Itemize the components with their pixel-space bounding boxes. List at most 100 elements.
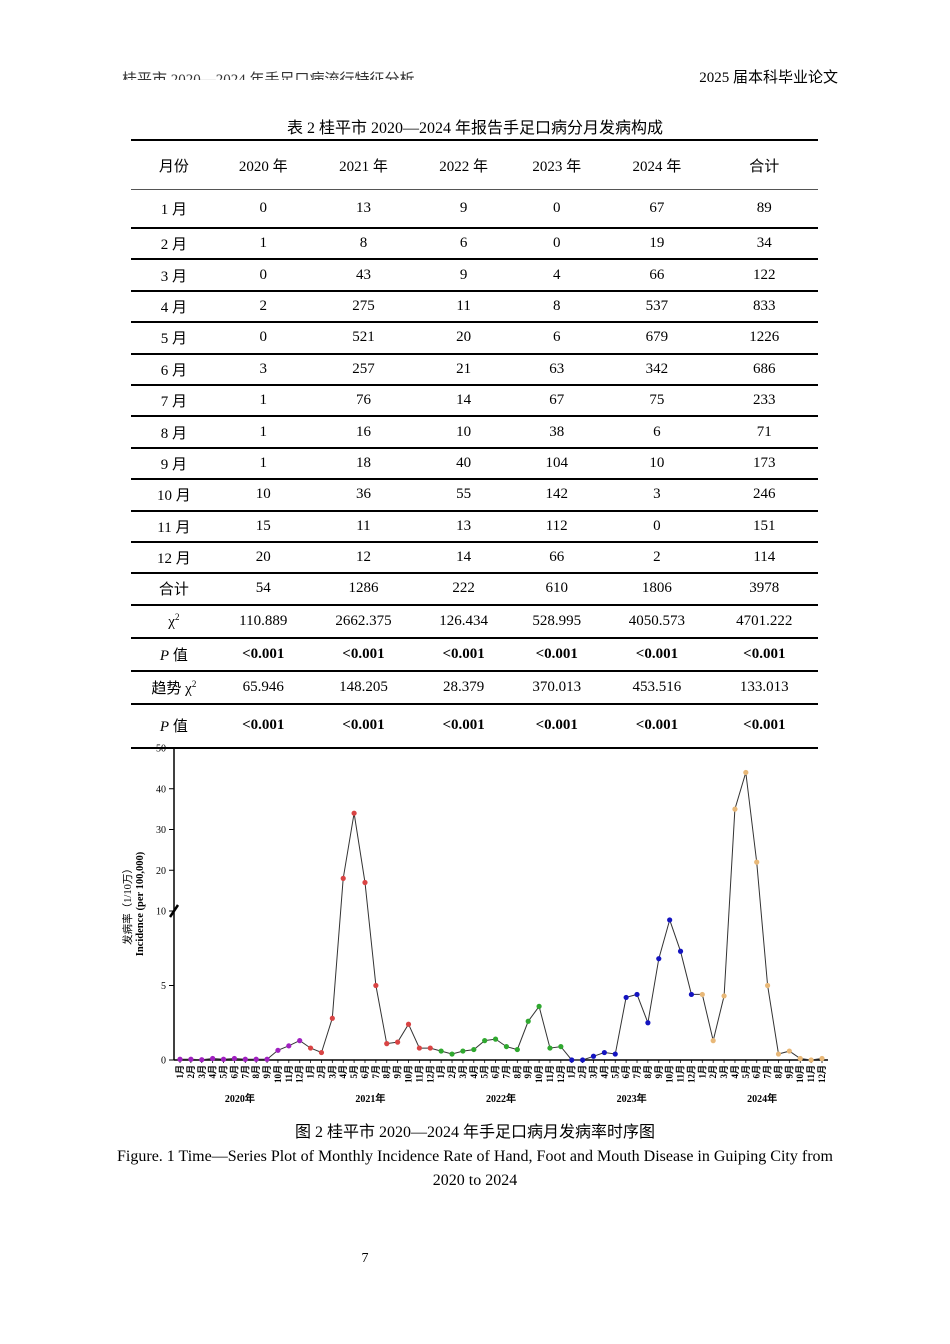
x-tick-label: 1月 [175, 1065, 185, 1079]
x-tick-label: 6月 [752, 1065, 762, 1079]
y-tick-label: 40 [156, 784, 166, 795]
y-axis-label: Incidence (per 100,000) [135, 851, 146, 956]
data-point [307, 1045, 314, 1051]
data-point [210, 1055, 216, 1062]
label-text: χ [168, 613, 175, 630]
cell: 173 [710, 447, 818, 481]
row-label: P 值 [131, 637, 217, 672]
row-label: 7 月 [131, 384, 217, 418]
cell: <0.001 [216, 703, 310, 749]
cell: 537 [603, 290, 711, 324]
data-point [416, 1045, 422, 1051]
data-point [351, 810, 357, 816]
cell: 18 [309, 447, 418, 481]
cell: 148.205 [309, 670, 418, 705]
x-tick-label: 4月 [208, 1065, 218, 1079]
data-point [558, 1043, 564, 1050]
cell: 104 [510, 447, 604, 481]
cell: 8 [510, 290, 604, 324]
cell: 6 [603, 416, 711, 449]
cell: 3 [216, 353, 310, 386]
x-tick-label: 4月 [338, 1065, 348, 1079]
x-tick-label: 5月 [219, 1065, 229, 1079]
cell: 2662.375 [309, 604, 418, 639]
table-row: 9 月 1 18 40 104 10 173 [131, 447, 818, 481]
label-text: 6 月 [160, 362, 187, 379]
cell: 89 [710, 189, 818, 229]
label-italic: P [159, 647, 170, 664]
cell: 4050.573 [603, 604, 711, 639]
data-point [645, 1020, 651, 1026]
cell: 65.946 [216, 670, 310, 705]
cell: 4701.222 [710, 604, 818, 639]
column-header: 2023 年 [510, 139, 604, 190]
row-label: 10 月 [131, 479, 217, 512]
cell: 20 [216, 541, 310, 575]
data-point [177, 1056, 183, 1062]
table-row: 5 月 0 521 20 6 679 1226 [131, 322, 818, 355]
x-tick-label: 7月 [501, 1065, 511, 1079]
column-header: 2021 年 [309, 139, 418, 190]
data-point [797, 1055, 803, 1062]
x-group-label: 2022年 [486, 1092, 516, 1105]
x-tick-label: 7月 [763, 1065, 773, 1079]
data-point [253, 1056, 259, 1062]
x-tick-label: 3月 [327, 1065, 337, 1079]
cell: 0 [216, 189, 310, 229]
column-header: 月份 [131, 139, 217, 190]
data-point [590, 1053, 597, 1059]
data-point [547, 1045, 553, 1051]
row-label: 8 月 [131, 416, 217, 449]
cell: 14 [417, 384, 511, 418]
label-text: 5 月 [160, 331, 187, 348]
label-italic: P [159, 719, 170, 736]
column-header: 2020 年 [216, 139, 310, 190]
x-group-label: 2023年 [617, 1092, 647, 1105]
cell: 19 [603, 228, 711, 261]
cell: 11 [417, 290, 511, 324]
x-tick-label: 9月 [393, 1065, 403, 1079]
data-point [623, 994, 629, 1001]
data-point [775, 1051, 782, 1057]
data-point [514, 1046, 520, 1053]
data-point [329, 1015, 335, 1021]
data-point [569, 1057, 575, 1063]
cell: 233 [710, 384, 818, 418]
row-label: 1 月 [131, 189, 217, 229]
label-text: 趋势 χ [151, 680, 192, 697]
cell: 16 [309, 416, 418, 449]
x-tick-label: 7月 [632, 1065, 642, 1079]
data-point [460, 1048, 466, 1054]
x-tick-label: 12月 [556, 1065, 566, 1083]
x-tick-label: 6月 [621, 1065, 631, 1079]
x-tick-label: 5月 [741, 1065, 751, 1079]
label-sup: 2 [174, 611, 180, 622]
data-point [786, 1048, 792, 1054]
cell: <0.001 [309, 637, 418, 672]
cell: 133.013 [710, 670, 818, 705]
x-tick-label: 10月 [534, 1065, 544, 1083]
table-row: 2 月 1 8 6 0 19 34 [131, 228, 818, 261]
x-group-label: 2021年 [355, 1092, 385, 1105]
cell: 2 [603, 541, 711, 575]
cell: 10 [216, 479, 310, 512]
x-tick-label: 4月 [469, 1065, 479, 1079]
data-point [677, 948, 684, 954]
data-point [482, 1038, 488, 1044]
data-point [362, 879, 368, 886]
cell: 40 [417, 447, 511, 481]
table-row: 1 月 0 13 9 0 67 89 [131, 189, 818, 229]
x-tick-label: 3月 [197, 1065, 207, 1079]
table-caption: 表 2 桂平市 2020—2024 年报告手足口病分月发病构成 [286, 120, 663, 137]
x-tick-label: 7月 [371, 1065, 381, 1079]
label-text: 10 月 [156, 488, 191, 505]
y-tick-label: 0 [161, 1056, 166, 1067]
label-sup: 2 [191, 678, 197, 689]
x-tick-label: 5月 [349, 1065, 359, 1079]
x-tick-label: 11月 [806, 1065, 816, 1083]
x-tick-label: 12月 [817, 1065, 827, 1083]
label-text: 3 月 [160, 268, 187, 285]
cell: 13 [417, 510, 511, 543]
x-group-label: 2020年 [225, 1092, 255, 1105]
